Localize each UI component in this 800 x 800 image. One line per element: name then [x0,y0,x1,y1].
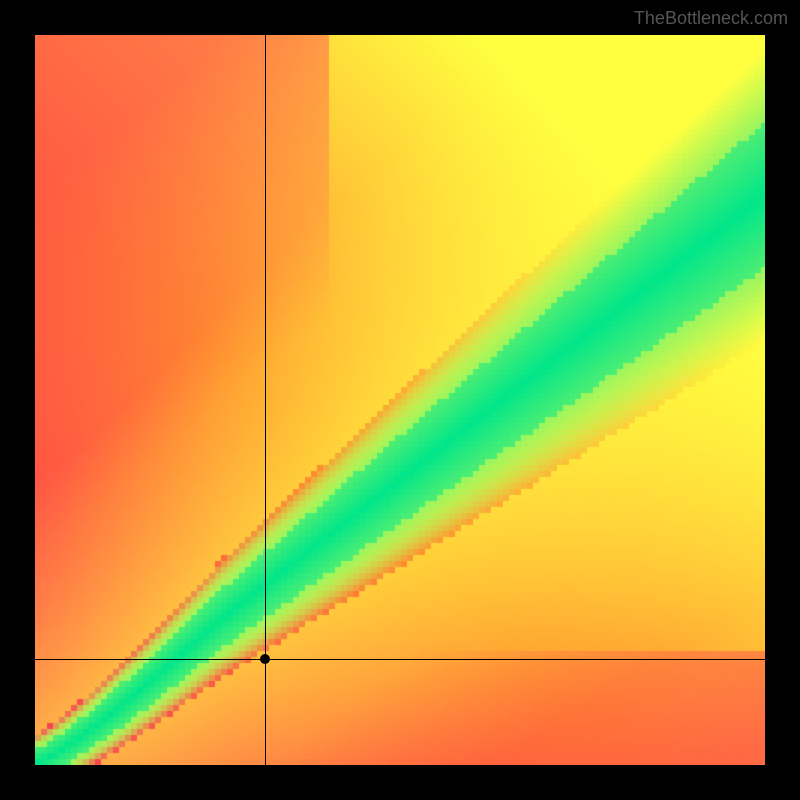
heatmap-canvas [35,35,765,765]
crosshair-horizontal [35,659,765,660]
watermark-text: TheBottleneck.com [634,8,788,29]
marker-dot [260,654,270,664]
plot-area [35,35,765,765]
